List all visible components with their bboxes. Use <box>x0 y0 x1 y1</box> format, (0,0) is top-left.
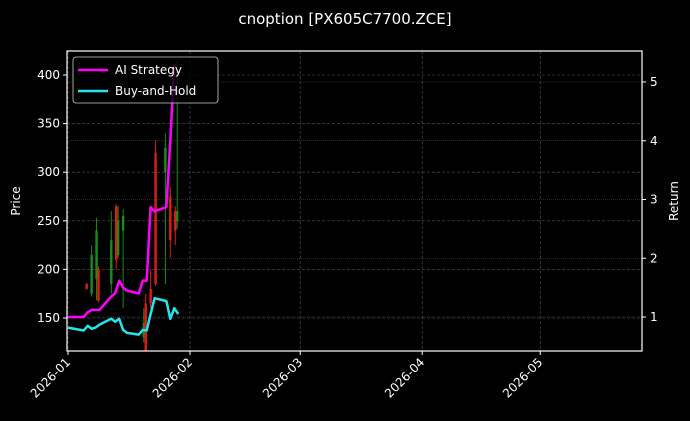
y-left-tick-label: 350 <box>37 117 60 131</box>
candle-body <box>175 211 179 221</box>
candle-body <box>154 152 157 284</box>
candle-body <box>115 206 118 260</box>
y-axis-right-label: Return <box>667 181 681 221</box>
x-tick-label: 2026-04 <box>382 355 427 400</box>
candle-body <box>95 230 98 280</box>
candlesticks <box>85 60 179 351</box>
candle-body <box>97 269 100 301</box>
y-left-tick-label: 250 <box>37 214 60 228</box>
x-axis: 2026-01 2026-02 2026-03 2026-04 2026-05 <box>28 351 545 401</box>
candle-body <box>90 254 93 294</box>
candle-body <box>169 196 172 241</box>
y-axis-left: 150 200 250 300 350 400 <box>37 68 67 325</box>
x-tick-label: 2026-01 <box>28 355 73 400</box>
candle-body <box>164 147 167 173</box>
x-tick-label: 2026-02 <box>150 355 195 400</box>
candle-body <box>149 288 152 304</box>
candle-body <box>110 240 113 284</box>
y-left-tick-label: 400 <box>37 68 60 82</box>
x-tick-label: 2026-05 <box>500 355 545 400</box>
y-right-tick-label: 3 <box>650 193 658 207</box>
y-right-tick-label: 1 <box>650 310 658 324</box>
y-right-tick-label: 5 <box>650 75 658 89</box>
series-line <box>67 296 180 336</box>
series-lines <box>67 64 180 336</box>
legend-box <box>72 56 219 104</box>
legend-label-ai-strategy: AI Strategy <box>115 63 182 77</box>
y-left-tick-label: 150 <box>37 311 60 325</box>
plot-frame <box>66 50 643 352</box>
candle-body <box>174 211 177 231</box>
legend: AI Strategy Buy-and-Hold <box>72 56 219 104</box>
y-right-tick-label: 2 <box>650 251 658 265</box>
y-left-tick-label: 300 <box>37 165 60 179</box>
candle-body <box>116 220 120 255</box>
x-tick-label: 2026-03 <box>260 355 305 400</box>
y-left-tick-label: 200 <box>37 262 60 276</box>
chart-title: cnoption [PX605C7700.ZCE] <box>238 10 451 28</box>
candle-body <box>121 215 125 231</box>
candle-body <box>144 303 147 351</box>
y-axis-left-label: Price <box>9 186 23 215</box>
series-line <box>68 64 176 319</box>
legend-label-buy-and-hold: Buy-and-Hold <box>115 84 196 98</box>
y-axis-right: 1 2 3 4 5 <box>642 75 658 324</box>
candle-body <box>85 283 88 289</box>
y-right-tick-label: 4 <box>650 134 658 148</box>
